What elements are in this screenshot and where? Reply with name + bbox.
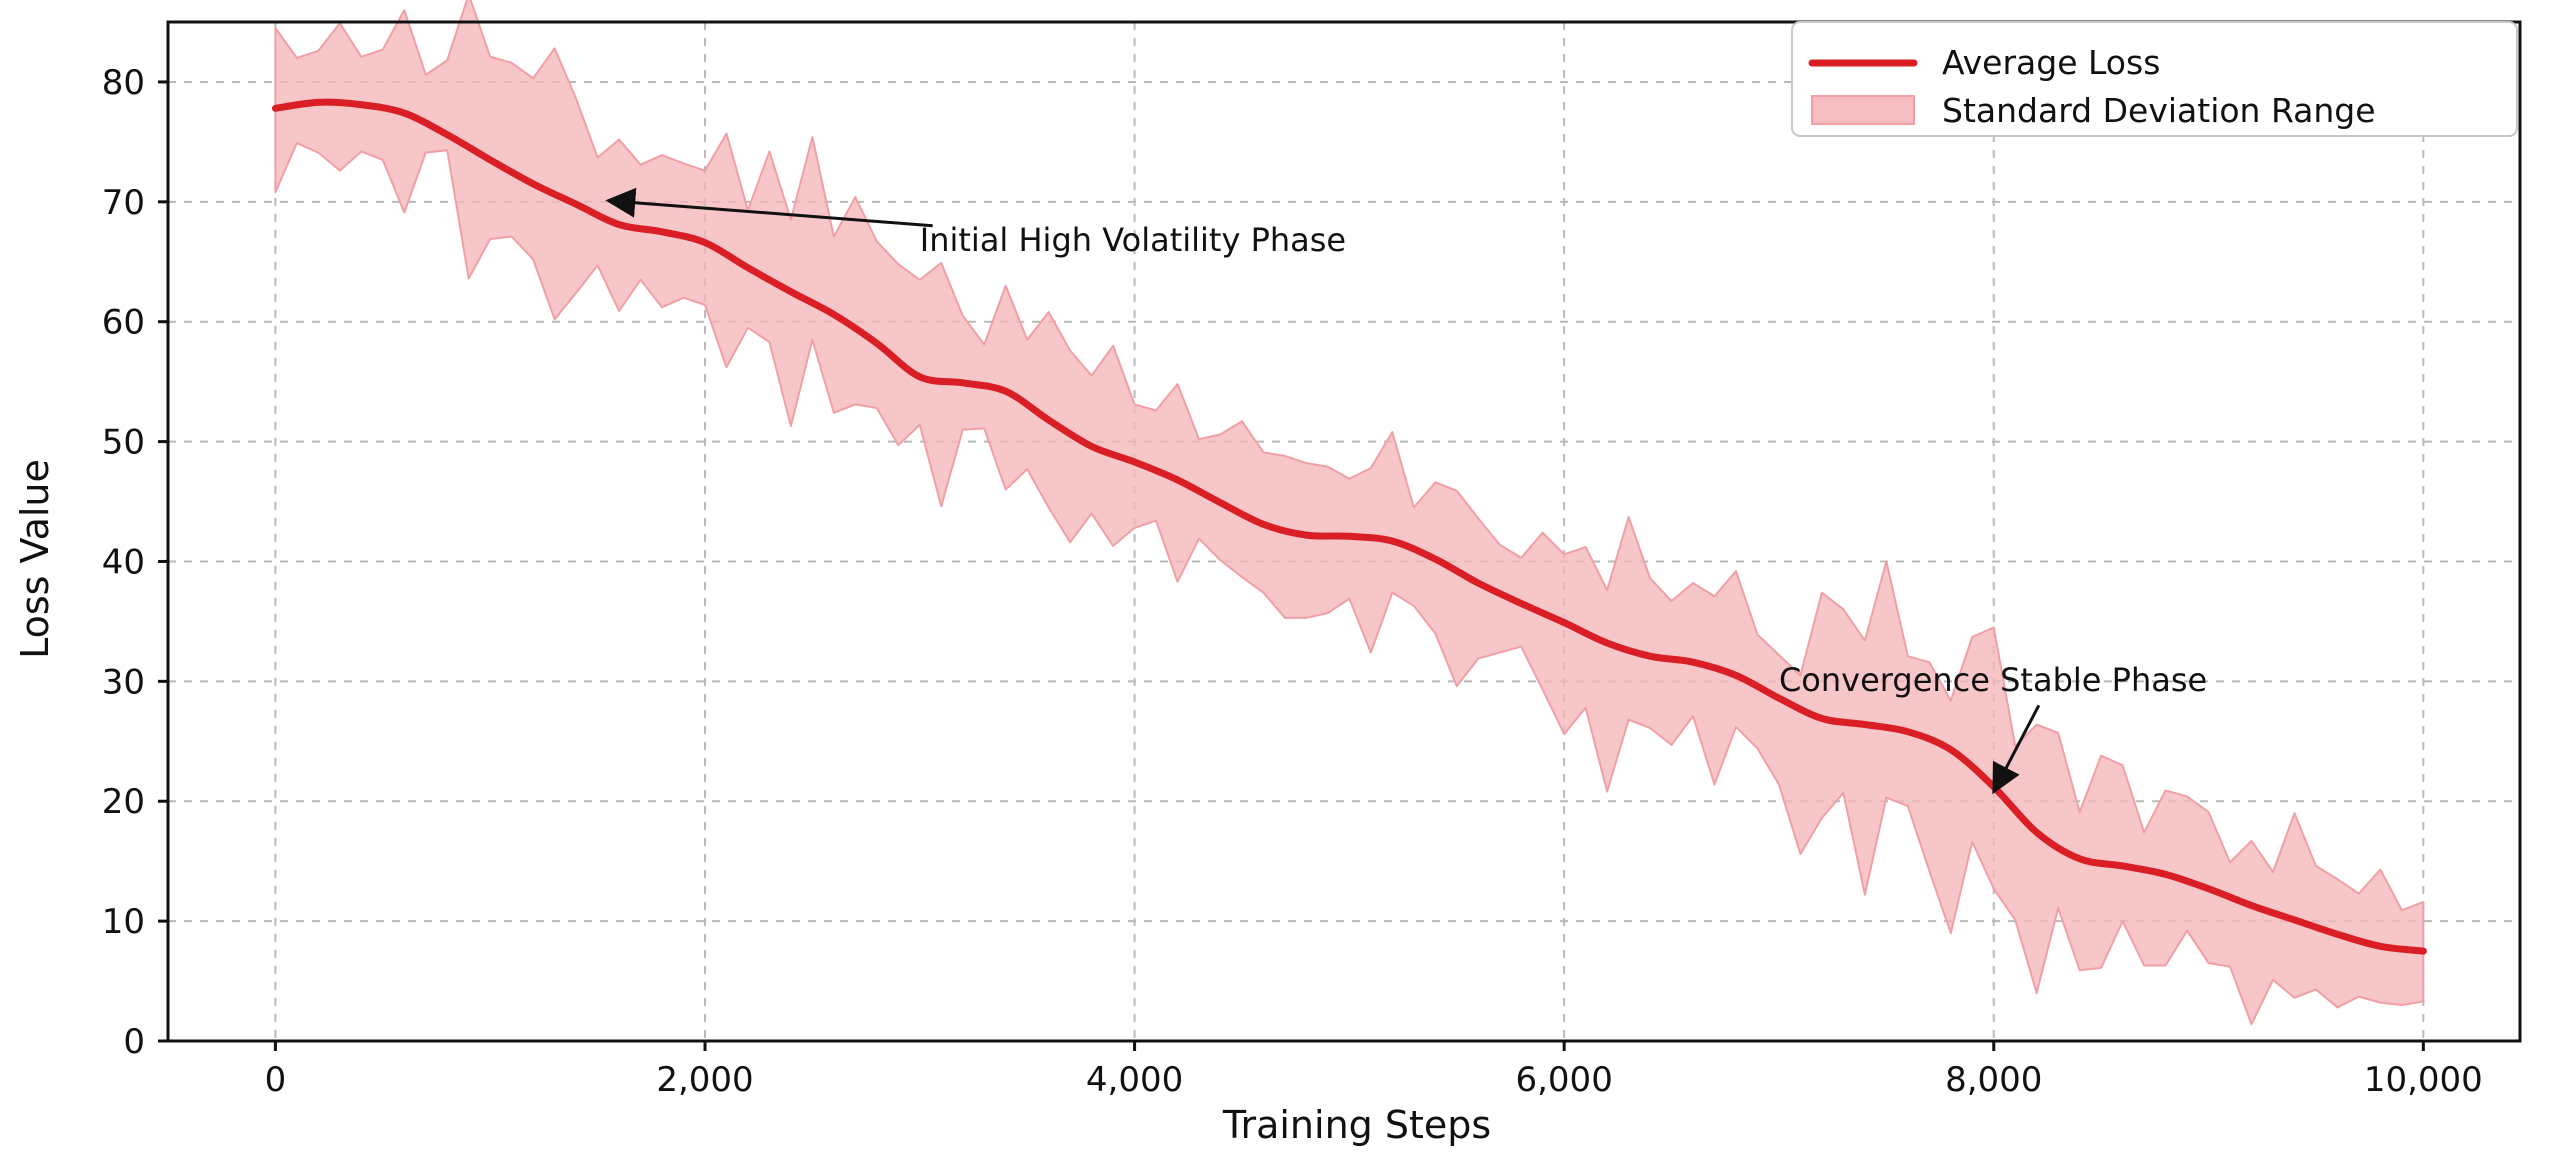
annotation-arrow-0 [605,187,933,228]
average-loss-line [271,98,2427,955]
y-tick-label-1: 10 [102,902,145,942]
annotation-label-0: Initial High Volatility Phase [920,221,1346,259]
annotation-arrow-1 [1992,704,2041,795]
annotations: Initial High Volatility Phase Convergence… [605,187,2207,795]
x-tick-label-1: 2,000 [656,1060,753,1100]
y-tick-label-8: 80 [102,63,145,103]
x-tick-label-2: 4,000 [1086,1060,1183,1100]
legend-box [1791,21,2518,137]
annotation-label-1: Convergence Stable Phase [1779,661,2207,699]
axes: 0 2,000 4,000 6,000 8,000 10,000 0 10 20 30 40 50 60… [102,20,2522,1100]
legend-std-swatch [1811,95,1915,125]
legend-average-label: Average Loss [1942,43,2160,82]
x-tick-label-4: 8,000 [1945,1060,2042,1100]
y-axis-label: Loss Value [13,459,57,659]
std-band-layer [274,0,2425,1026]
std-deviation-band [274,0,2425,1026]
x-tick-label-0: 0 [265,1060,287,1100]
legend: Average Loss Standard Deviation Range [1791,21,2518,137]
plot-frame [166,20,2522,1043]
y-tick-label-0: 0 [123,1022,145,1062]
x-tick-label-5: 10,000 [2364,1060,2483,1100]
y-tick-label-7: 70 [102,183,145,223]
x-axis-label: Training Steps [1222,1103,1491,1147]
y-tick-label-2: 20 [102,782,145,822]
x-tick-label-3: 6,000 [1515,1060,1612,1100]
legend-std-label: Standard Deviation Range [1942,91,2376,130]
y-tick-label-5: 50 [102,423,145,463]
y-tick-label-3: 30 [102,662,145,702]
y-tick-label-6: 60 [102,303,145,343]
y-tick-label-4: 40 [102,542,145,582]
average-line-layer [271,98,2427,955]
